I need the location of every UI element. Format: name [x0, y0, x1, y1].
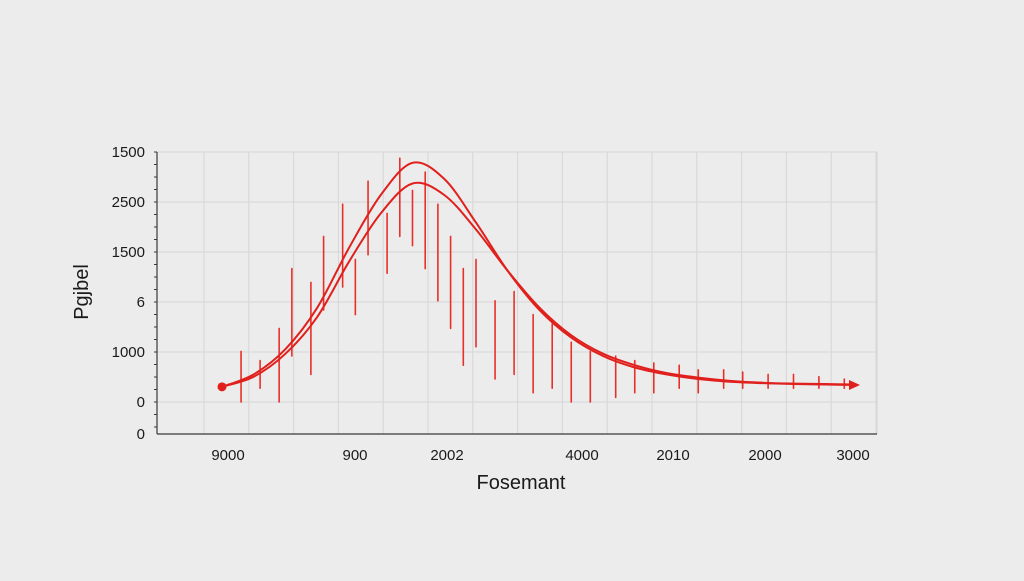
x-tick-labels: 9000 900 2002 4000 2010 2000 3000 — [211, 447, 869, 464]
y-tick-labels: 0 0 1000 6 1500 2500 1500 — [112, 144, 145, 443]
grid — [157, 151, 878, 435]
y-tick-label: 2500 — [112, 194, 145, 211]
x-tick-label: 9000 — [211, 447, 244, 464]
y-axis-title: Pgjbel — [71, 264, 93, 320]
x-tick-label: 4000 — [565, 447, 598, 464]
y-tick-label: 0 — [137, 394, 145, 411]
y-tick-label: 1500 — [112, 244, 145, 261]
x-tick-label: 900 — [342, 447, 367, 464]
x-tick-label: 2002 — [430, 447, 463, 464]
y-tick-label: 1500 — [112, 144, 145, 161]
y-tick-label: 6 — [137, 294, 145, 311]
markers — [217, 379, 860, 392]
spike-marks — [240, 157, 846, 403]
series-line-1 — [221, 181, 858, 388]
x-tick-label: 3000 — [836, 447, 869, 464]
x-tick-label: 2010 — [656, 447, 689, 464]
y-tick-label: 1000 — [112, 344, 145, 361]
start-point-marker — [217, 382, 227, 392]
axes — [154, 151, 877, 435]
x-tick-label: 2000 — [748, 447, 781, 464]
series-lines — [221, 161, 858, 388]
y-tick-label: 0 — [137, 426, 145, 443]
end-arrow-marker — [849, 379, 860, 390]
series-line-2 — [221, 161, 858, 388]
x-axis-title: Fosemant — [477, 472, 566, 494]
